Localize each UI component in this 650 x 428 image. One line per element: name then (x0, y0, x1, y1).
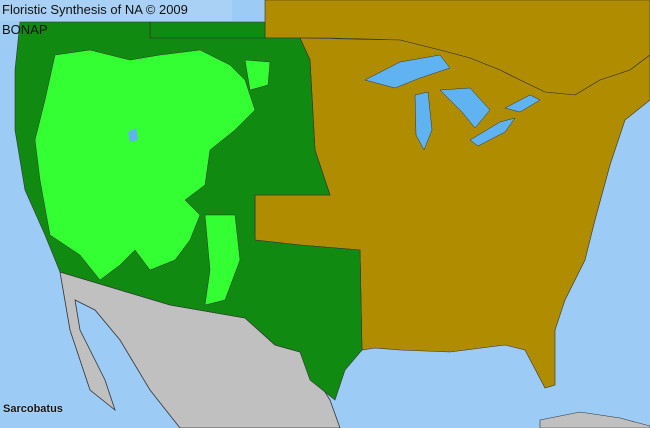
cuba-region (539, 411, 650, 428)
lake-huron (439, 87, 491, 129)
common-region (34, 49, 256, 281)
taxon-label: Sarcobatus (3, 403, 63, 415)
great-salt-lake (128, 128, 138, 142)
lake-superior (364, 54, 451, 89)
lake-erie (469, 117, 516, 147)
map-title: Floristic Synthesis of NA © 2009 BONAP (0, 0, 232, 37)
canada-west-region (149, 21, 266, 39)
common-region-nm (204, 214, 241, 306)
lake-ontario (504, 94, 541, 113)
lake-michigan (414, 91, 433, 151)
common-region-dakota (244, 59, 271, 91)
